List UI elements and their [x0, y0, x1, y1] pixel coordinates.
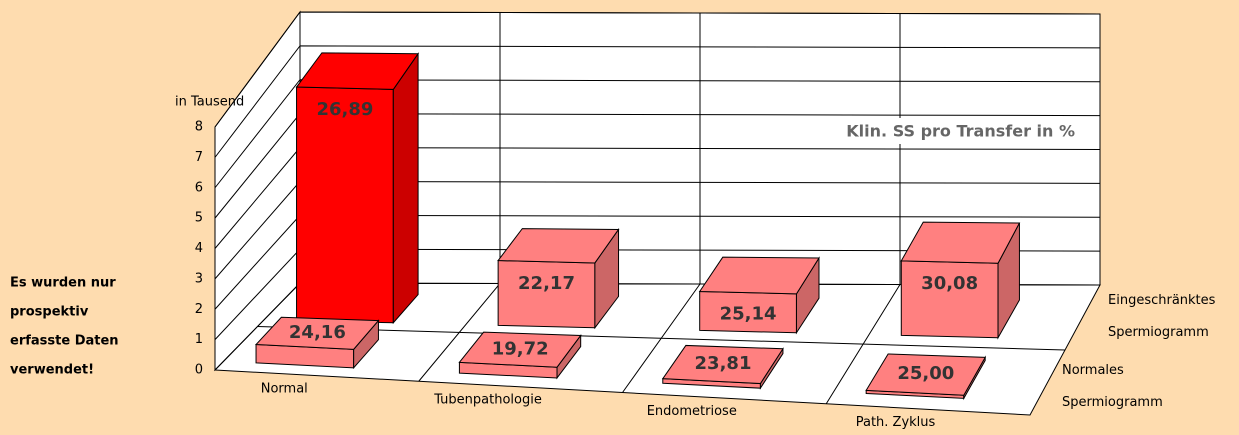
- bar-front: [497, 260, 596, 329]
- bar-top: [698, 256, 820, 295]
- bar-top: [661, 344, 784, 385]
- note-line: Es wurden nur: [10, 276, 116, 291]
- bar: [254, 316, 380, 370]
- bar-side: [392, 52, 419, 325]
- bar-top: [497, 228, 620, 264]
- data-label: 25,14: [720, 304, 777, 325]
- data-label: 25,00: [897, 363, 954, 384]
- y-tick-label: 4: [195, 241, 203, 256]
- legend-entry: Normales Spermiogramm: [1062, 363, 1163, 410]
- grid-line: [214, 11, 1101, 128]
- bar-top: [900, 221, 1021, 264]
- bar: [698, 256, 820, 335]
- grid-line: [214, 79, 1101, 189]
- y-axis-label: in Tausend: [175, 95, 244, 110]
- x-tick-label: Endometriose: [647, 404, 737, 419]
- bar-top: [865, 353, 987, 396]
- y-tick-label: 0: [195, 363, 203, 378]
- bar: [661, 344, 784, 390]
- data-label: 23,81: [695, 353, 752, 374]
- texts: in Tausend 26,89 22,17 25,14 30,08 24,16 19,7…: [10, 95, 1216, 431]
- x-tick-label: Normal: [261, 381, 308, 396]
- bar: [900, 221, 1021, 340]
- y-tick-label: 8: [195, 120, 203, 135]
- data-label: 30,08: [921, 273, 978, 294]
- annotation: Klin. SS pro Transfer in %: [846, 122, 1075, 141]
- bar: [865, 353, 987, 401]
- row-divider: [257, 326, 1066, 351]
- grid: 0 1 2 3 4 5 6 7 8: [195, 11, 1101, 405]
- bar-top: [254, 316, 380, 350]
- y-tick-label: 7: [195, 150, 203, 165]
- note-line: erfasste Daten: [10, 334, 119, 349]
- x-tick-label: Path. Zyklus: [856, 415, 936, 430]
- data-label: 26,89: [316, 99, 373, 120]
- y-tick-label: 3: [195, 271, 203, 286]
- bars: [254, 52, 1021, 401]
- bar: [497, 227, 620, 330]
- legend-entry: Eingeschränktes Spermiogramm: [1108, 293, 1216, 340]
- annotation-box: [760, 118, 1088, 144]
- bar-top: [458, 331, 582, 368]
- bar-top: [295, 52, 420, 90]
- y-tick-label: 2: [195, 302, 203, 317]
- bar-front: [296, 86, 394, 324]
- category-divider: [825, 13, 901, 405]
- data-label: 19,72: [492, 338, 549, 359]
- category-divider: [622, 13, 701, 393]
- y-tick-label: 5: [195, 211, 203, 226]
- note-line: prospektiv: [10, 305, 89, 320]
- bar: [458, 331, 582, 380]
- note-line: verwendet!: [10, 363, 94, 378]
- grid-line: [214, 45, 1101, 158]
- x-tick-label: Tubenpathologie: [433, 393, 542, 408]
- bar: [295, 52, 420, 325]
- y-tick-label: 6: [195, 180, 203, 195]
- data-label: 24,16: [289, 322, 346, 343]
- data-label: 22,17: [518, 273, 575, 294]
- y-tick-label: 1: [195, 332, 203, 347]
